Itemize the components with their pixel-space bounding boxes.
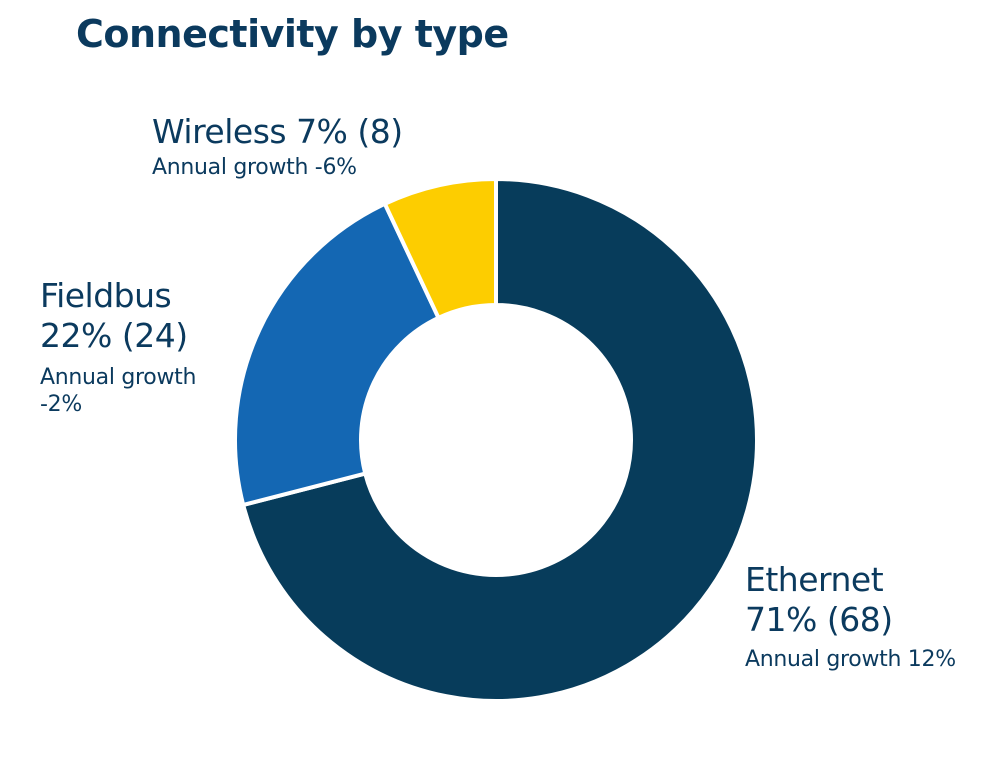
chart-title: Connectivity by type <box>76 12 509 56</box>
slice-wireless <box>382 176 498 321</box>
slice-ethernet <box>240 176 759 703</box>
label-fieldbus: Fieldbus 22% (24) Annual growth -2% <box>40 276 240 418</box>
label-wireless-title: Wireless 7% (8) <box>152 112 403 151</box>
label-ethernet: Ethernet 71% (68) Annual growth 12% <box>745 560 956 673</box>
label-ethernet-value: 71% (68) <box>745 600 893 639</box>
label-fieldbus-title: Fieldbus <box>40 276 172 315</box>
slice-fieldbus <box>233 201 442 508</box>
label-ethernet-growth: Annual growth 12% <box>745 647 956 672</box>
label-fieldbus-growth: Annual growth -2% <box>40 365 197 417</box>
label-fieldbus-value: 22% (24) <box>40 316 188 355</box>
label-wireless-growth: Annual growth -6% <box>152 155 357 180</box>
label-ethernet-title: Ethernet <box>745 560 884 599</box>
label-wireless: Wireless 7% (8) Annual growth -6% <box>152 112 403 181</box>
